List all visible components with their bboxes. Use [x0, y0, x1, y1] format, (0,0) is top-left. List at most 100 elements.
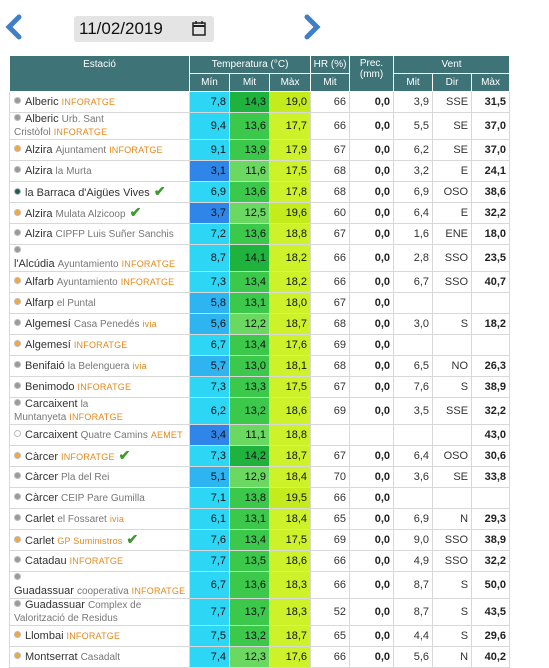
station-cell: Algemesí INFORATGE [9, 334, 190, 356]
station-row[interactable]: Alfarb Ayuntamiento INFORATGE 7,3 13,4 18,2 66… [9, 271, 511, 293]
station-row[interactable]: Carlet el Fossaret ivia 6,1 13,1 18,4 65 0,0 6,9… [9, 508, 511, 530]
station-tag: INFORATGE [69, 412, 123, 422]
value-cell: 43,0 [471, 424, 511, 446]
value-cell: 6,7 [189, 571, 230, 599]
header-sub: Mit [393, 73, 434, 92]
value-cell: 0,0 [349, 334, 395, 356]
station-cell: l'Alcúdia Ayuntamiento INFORATGE [9, 244, 190, 272]
value-cell [393, 487, 434, 509]
station-row[interactable]: Algemesí INFORATGE 6,7 13,4 17,6 69 0,0 [9, 334, 511, 356]
value-cell: S [432, 571, 473, 599]
value-cell: 3,9 [393, 91, 434, 113]
status-dot [14, 429, 21, 437]
value-cell: 7,2 [189, 223, 230, 245]
station-row[interactable]: la Barraca d'Aigües Vives ✔ 6,9 13,6 17,8 68 0… [9, 181, 511, 203]
value-cell [310, 424, 351, 446]
value-cell: 66 [310, 244, 351, 272]
check-icon: ✔ [118, 446, 131, 463]
station-row[interactable]: Algemesí Casa Penedés ivia 5,6 12,2 18,7 68 0,0… [9, 313, 511, 335]
station-row[interactable]: Alfarp el Puntal 5,8 13,1 18,0 67 0,0 [9, 292, 511, 314]
value-cell: 68 [310, 160, 351, 182]
value-cell: ENE [432, 223, 473, 245]
date-input[interactable]: 11/02/2019 [74, 16, 214, 42]
station-row[interactable]: Càrcer INFORATGE ✔ 7,3 14,2 18,7 67 0,0 6,4 OSO 30… [9, 445, 511, 467]
station-tag: INFORATGE [61, 96, 116, 107]
value-cell: SSO [432, 529, 473, 551]
value-cell: 67 [310, 223, 351, 245]
station-row[interactable]: Carlet GP Suministros ✔ 7,6 13,4 17,5 69 0,0 9,0… [9, 529, 511, 551]
status-dot [14, 600, 21, 607]
station-tag: INFORATGE [69, 555, 124, 566]
date-bar: 11/02/2019 [0, 0, 549, 50]
station-name: Montserrat [25, 650, 78, 663]
value-cell: 43,5 [471, 598, 511, 626]
station-row[interactable]: Benifaió la Belenguera ivia 5,7 13,0 18,1 68 0,… [9, 355, 511, 377]
value-cell: 68 [310, 355, 351, 377]
station-row[interactable]: Alberic INFORATGE 7,8 14,3 19,0 66 0,0 3,9 SSE 31… [9, 91, 511, 113]
value-cell: 18,0 [268, 292, 312, 314]
station-row[interactable]: Guadassuar cooperativa INFORATGE 6,7 13,6 18,… [9, 571, 511, 599]
station-name: Benimodo [25, 380, 75, 393]
station-name: Carlet [25, 512, 55, 525]
station-tag: INFORATGE [131, 586, 186, 596]
station-row[interactable]: Càrcer Pla del Rei 5,1 12,9 18,4 70 0,0 3,6 SE 33… [9, 466, 511, 488]
value-cell: N [432, 646, 473, 668]
status-dot [14, 96, 21, 104]
station-cell: Alfarp el Puntal [9, 292, 190, 314]
status-dot [14, 228, 21, 236]
value-cell: 6,4 [393, 445, 434, 467]
value-cell: 52 [310, 598, 351, 626]
station-sub: Mulata Alzicoop [55, 208, 126, 220]
station-row[interactable]: Llombai INFORATGE 7,5 13,2 18,7 65 0,0 4,4 S 29,6 [9, 625, 511, 647]
station-cell: Alzira CIPFP Luis Suñer Sanchis [9, 223, 190, 245]
value-cell: 13,1 [229, 292, 270, 314]
value-cell: 3,5 [393, 397, 434, 425]
station-row[interactable]: Alberic Urb. Sant Cristòfol INFORATGE 9,4 13… [9, 112, 511, 140]
station-row[interactable]: Montserrat Casadalt 7,4 12,3 17,6 66 0,0 5,6 N 40… [9, 646, 511, 668]
value-cell [393, 292, 434, 314]
station-cell: Guadassuar Complex de Valorització de Res… [9, 598, 190, 626]
station-name: Alfarp [25, 296, 54, 309]
station-tag: INFORATGE [77, 381, 132, 392]
value-cell: 4,9 [393, 550, 434, 572]
value-cell: 5,5 [393, 112, 434, 140]
value-cell: 7,8 [189, 91, 230, 113]
station-row[interactable]: Guadassuar Complex de Valorització de Res… [9, 598, 511, 626]
station-row[interactable]: Alzira Ajuntament INFORATGE 9,1 13,9 17,9 67 0,… [9, 139, 511, 161]
station-row[interactable]: Alzira CIPFP Luis Suñer Sanchis 7,2 13,6 18,… [9, 223, 511, 245]
station-name: Càrcer [25, 450, 59, 463]
value-cell: SE [432, 139, 473, 161]
value-cell: 3,6 [393, 466, 434, 488]
station-name: Alberic [25, 113, 59, 126]
station-row[interactable]: Catadau INFORATGE 7,7 13,5 18,6 66 0,0 4,9 SSO 32… [9, 550, 511, 572]
prev-day[interactable] [4, 14, 24, 40]
value-cell: 13,7 [229, 598, 270, 626]
station-row[interactable]: Carcaixent Quatre Camins AEMET 3,4 11,1 18,8 4… [9, 424, 511, 446]
value-cell: S [432, 598, 473, 626]
station-tag: ivia [109, 513, 125, 524]
station-name: la Barraca d'Aigües Vives [25, 186, 150, 199]
station-row[interactable]: Benimodo INFORATGE 7,3 13,3 17,5 67 0,0 7,6 S 38,… [9, 376, 511, 398]
value-cell: 17,6 [268, 334, 312, 356]
value-cell: 23,5 [471, 244, 511, 272]
station-row[interactable]: l'Alcúdia Ayuntamiento INFORATGE 8,7 14,1 18,… [9, 244, 511, 272]
value-cell: 0,0 [349, 139, 395, 161]
station-row[interactable]: Càrcer CEIP Pare Gumilla 7,1 13,8 19,5 66 0,0 [9, 487, 511, 509]
next-day[interactable] [302, 14, 322, 40]
value-cell: 6,2 [189, 397, 230, 425]
station-row[interactable]: Carcaixent la Muntanyeta INFORATGE 6,2 13,2 1… [9, 397, 511, 425]
header-sub: Mín [189, 73, 230, 92]
check-icon: ✔ [129, 203, 142, 220]
calendar-icon[interactable] [192, 21, 206, 36]
value-cell: 13,6 [229, 571, 270, 599]
value-cell: 7,4 [189, 646, 230, 668]
station-row[interactable]: Alzira la Murta 3,1 11,6 17,5 68 0,0 3,2 E 24,1 [9, 160, 511, 182]
header-station[interactable]: Estació [9, 55, 190, 92]
value-cell: 18,4 [268, 466, 312, 488]
value-cell: 7,7 [189, 598, 230, 626]
station-tag: AEMET [150, 429, 183, 440]
value-cell: 18,7 [268, 445, 312, 467]
station-row[interactable]: Alzira Mulata Alzicoop ✔ 3,7 12,5 19,6 60 0,0 6,… [9, 202, 511, 224]
station-name: Alfarb [25, 275, 54, 288]
